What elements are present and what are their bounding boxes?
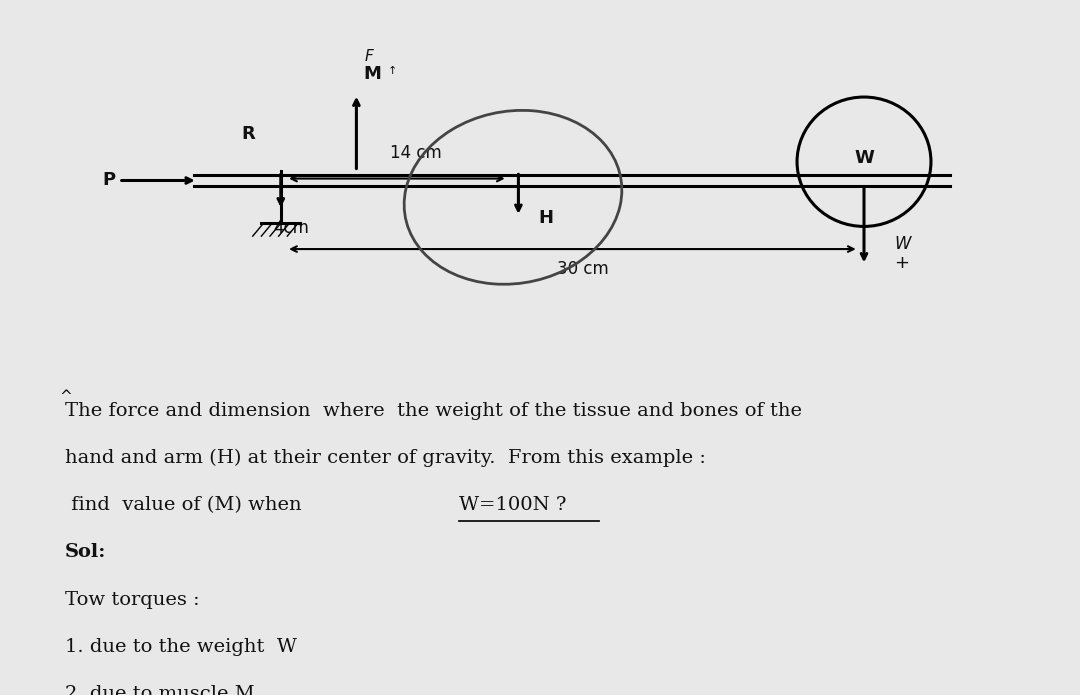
Text: 1. due to the weight  W: 1. due to the weight W xyxy=(65,638,297,656)
Text: W: W xyxy=(894,235,910,253)
Text: 30 cm: 30 cm xyxy=(557,260,609,278)
Text: M: M xyxy=(364,65,381,83)
Text: The force and dimension  where  the weight of the tissue and bones of the: The force and dimension where the weight… xyxy=(65,402,801,420)
Text: Tow torques :: Tow torques : xyxy=(65,591,200,609)
Text: hand and arm (H) at their center of gravity.  From this example :: hand and arm (H) at their center of grav… xyxy=(65,449,705,467)
Text: H: H xyxy=(538,209,553,227)
Text: find  value of (M) when: find value of (M) when xyxy=(65,496,308,514)
Text: W=100N ?: W=100N ? xyxy=(459,496,567,514)
Text: $\uparrow$: $\uparrow$ xyxy=(386,63,396,76)
Text: Sol:: Sol: xyxy=(65,543,106,562)
Text: 2. due to muscle M: 2. due to muscle M xyxy=(65,685,255,695)
Text: P: P xyxy=(103,172,116,190)
Text: 14 cm: 14 cm xyxy=(390,145,442,163)
Text: +: + xyxy=(894,254,909,272)
Text: R: R xyxy=(242,125,255,143)
Text: F: F xyxy=(365,49,374,65)
Text: W: W xyxy=(854,149,874,167)
Text: 4cm: 4cm xyxy=(273,219,310,237)
Text: ^: ^ xyxy=(59,389,72,404)
